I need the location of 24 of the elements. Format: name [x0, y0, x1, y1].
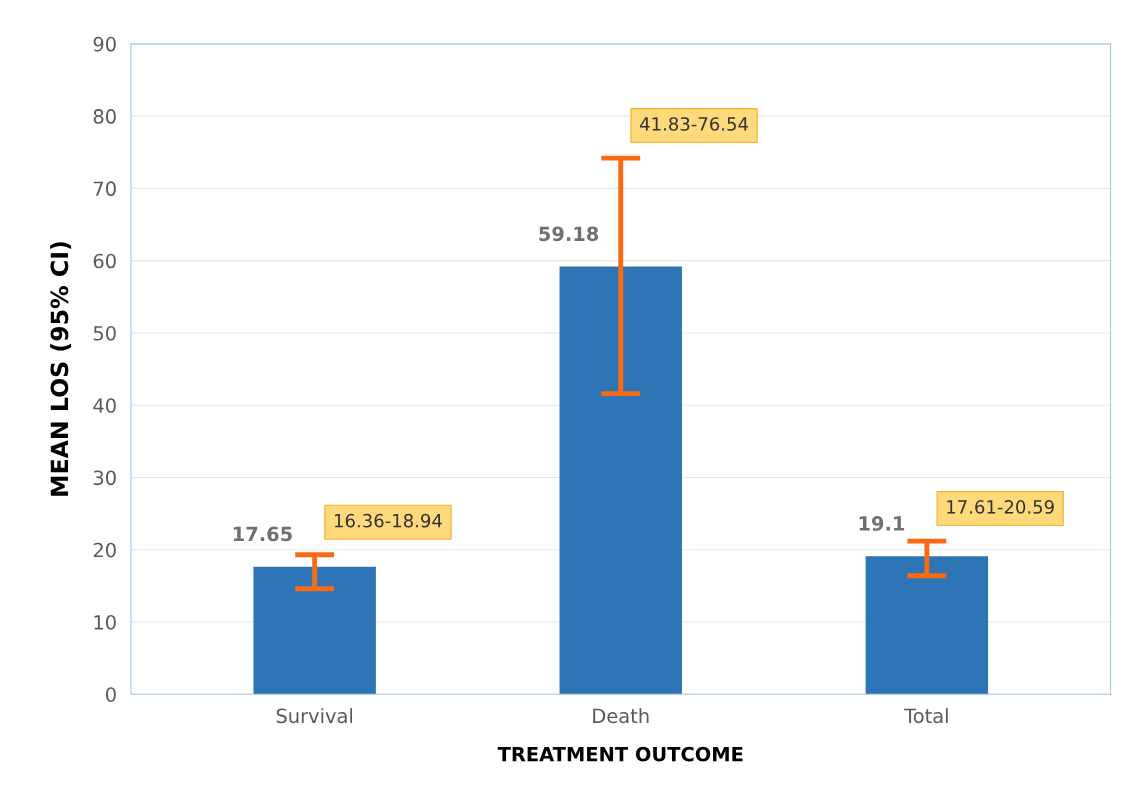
- annotation: 16.36-18.94: [335, 513, 442, 528]
- y-tick-label: 60: [93, 253, 116, 269]
- y-tick-label: 20: [93, 542, 116, 558]
- y-axis-title: MEAN LOS (95% CI): [50, 242, 72, 496]
- y-tick-label: 90: [93, 36, 116, 52]
- y-tick-label: 50: [93, 325, 116, 341]
- bar: [559, 266, 682, 695]
- y-tick-label: 80: [93, 109, 116, 124]
- data-label: 17.65: [233, 526, 292, 542]
- x-axis-title: TREATMENT OUTCOME: [497, 746, 743, 762]
- annotation: 17.61-20.59: [947, 500, 1054, 514]
- bar: [253, 566, 376, 695]
- annotation: 41.83-76.54: [640, 117, 748, 131]
- data-label: 59.18: [539, 226, 599, 242]
- data-label: 19.1: [859, 516, 905, 531]
- y-tick-label: 0: [106, 687, 116, 702]
- y-tick-label: 40: [93, 398, 116, 413]
- x-tick-label: Death: [593, 708, 649, 724]
- x-tick-label: Total: [904, 708, 948, 724]
- y-tick-label: 30: [93, 470, 116, 486]
- y-tick-label: 70: [93, 181, 116, 197]
- bar: [865, 556, 989, 695]
- y-tick-label: 10: [94, 614, 116, 630]
- x-tick-label: Survival: [276, 708, 353, 724]
